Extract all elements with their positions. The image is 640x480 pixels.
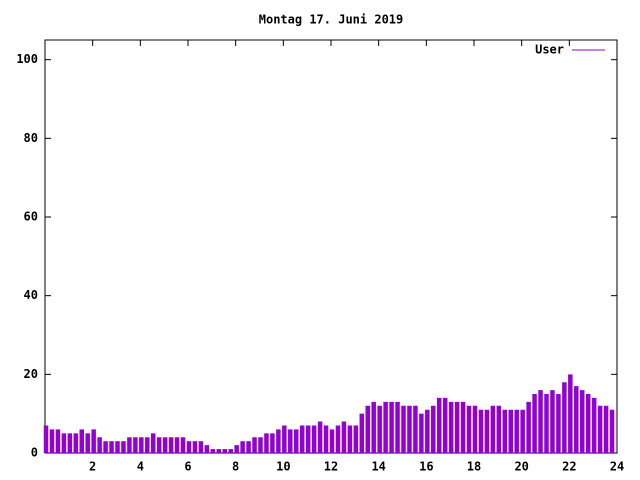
x-tick-label: 10 [276, 460, 290, 474]
y-tick-label: 0 [31, 446, 38, 460]
x-tick-label: 4 [137, 460, 144, 474]
legend-label: User [535, 43, 564, 57]
x-tick-label: 24 [610, 460, 624, 474]
plot-border [44, 39, 618, 454]
x-tick-label: 22 [562, 460, 576, 474]
y-tick-label: 40 [24, 288, 38, 302]
x-tick-label: 14 [371, 460, 385, 474]
chart-title: Montag 17. Juni 2019 [259, 13, 404, 27]
x-tick-label: 6 [184, 460, 191, 474]
y-tick-label: 100 [16, 52, 38, 66]
x-tick-label: 8 [232, 460, 239, 474]
x-tick-label: 16 [419, 460, 433, 474]
y-tick-label: 20 [24, 367, 38, 381]
x-tick-label: 2 [89, 460, 96, 474]
x-tick-label: 12 [324, 460, 338, 474]
x-tick-label: 20 [514, 460, 528, 474]
y-tick-label: 60 [24, 210, 38, 224]
x-tick-label: 18 [467, 460, 481, 474]
y-tick-label: 80 [24, 131, 38, 145]
